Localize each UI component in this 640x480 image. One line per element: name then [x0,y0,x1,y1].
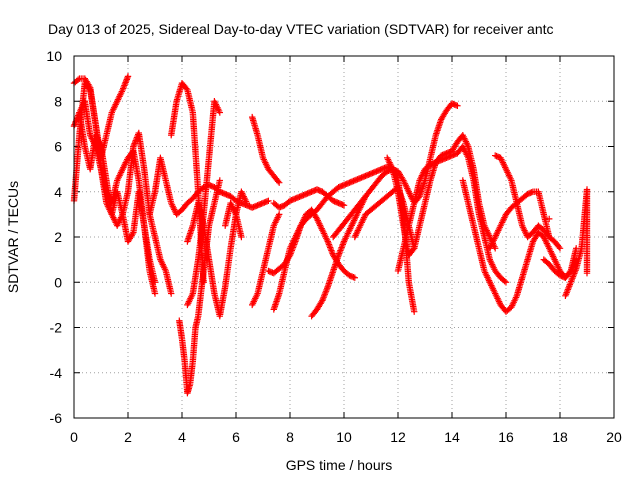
series-sat-12 [249,211,283,309]
data-point [409,246,417,253]
chart-title: Day 013 of 2025, Sidereal Day-to-day VTE… [48,21,554,37]
data-point [318,298,325,306]
x-tick-label: 6 [232,429,240,445]
y-tick-label: 10 [46,48,62,64]
axis-ticks: 0 2 4 6 8 10 12 14 16 18 20 -6 -4 -2 0 2 4 6 8 10 [46,48,622,445]
x-tick-label: 16 [498,429,514,445]
data-point [501,277,508,285]
series-sat-16 [308,193,369,320]
series-sat-25 [546,186,591,300]
series-sat-23 [486,188,553,252]
data-point [72,119,79,127]
data-point [556,245,564,252]
data-point [216,109,223,116]
x-tick-label: 20 [606,429,622,445]
y-tick-label: 6 [54,139,62,155]
x-tick-label: 12 [390,429,406,445]
data-point [124,73,132,80]
x-tick-label: 14 [444,429,460,445]
data-point [120,85,127,92]
y-tick-label: 4 [54,184,62,200]
y-tick-label: -6 [50,410,63,426]
data-point [555,243,563,251]
data-point [216,177,223,184]
x-axis-label: GPS time / hours [286,457,393,473]
y-axis-label: SDTVAR / TECUs [5,181,21,293]
series-sat-11 [249,113,283,186]
x-tick-label: 10 [336,429,352,445]
series-sat-04 [70,109,175,297]
data-point [129,230,136,238]
data-point [411,308,418,315]
plot-frame [73,55,615,419]
data-point [151,279,159,286]
data-point [74,76,82,83]
data-point [238,233,245,241]
data-point [546,233,553,241]
x-tick-label: 8 [286,429,294,445]
data-point [583,270,591,277]
data-point [502,279,510,286]
series-sat-09 [184,188,250,320]
data-point [123,77,130,85]
y-tick-label: 0 [54,274,62,290]
data-point [340,202,348,209]
data-point [151,290,159,297]
x-tick-label: 2 [124,429,132,445]
series-sat-15 [270,186,348,211]
x-tick-label: 0 [70,429,78,445]
data-point [276,179,283,186]
data-point [546,215,553,223]
series-sat-24 [540,245,580,281]
x-tick-label: 4 [178,429,186,445]
y-tick-label: -2 [50,320,63,336]
data-point [276,211,283,218]
series-sat-08 [184,98,223,309]
data-point [454,102,461,109]
y-tick-label: 2 [54,229,62,245]
data-series-layer [70,73,591,397]
data-point [86,82,93,90]
data-point [274,178,282,185]
data-point [492,245,499,252]
series-sat-10 [222,199,245,241]
y-tick-label: 8 [54,93,62,109]
data-point [243,199,250,207]
data-point [183,85,190,92]
data-point [168,290,175,297]
y-tick-label: -4 [50,365,63,381]
data-point [351,274,358,281]
data-point [573,245,580,252]
data-point [265,197,272,204]
x-tick-label: 18 [552,429,568,445]
